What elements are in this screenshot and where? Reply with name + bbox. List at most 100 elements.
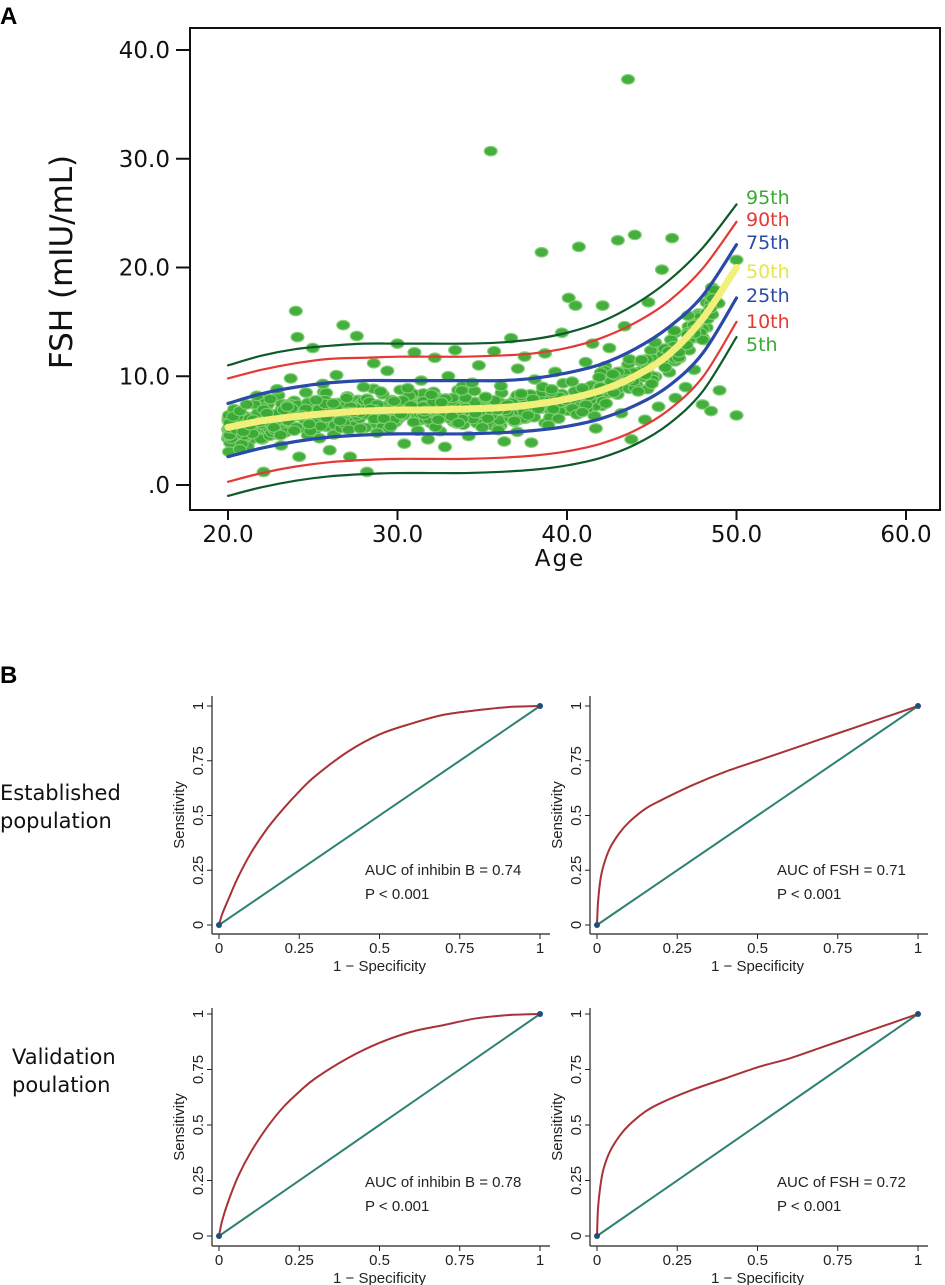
x-tick-label: 0.25 [285, 940, 314, 957]
data-point [263, 393, 278, 405]
roc-curves-panel: Established population Validation poulation… [0, 696, 928, 1285]
roc-curve [218, 1013, 541, 1237]
auc-annotation: AUC of FSH = 0.71 [777, 862, 906, 879]
y-tick-label: 1 [568, 702, 585, 710]
data-point [664, 232, 680, 244]
data-point [400, 382, 415, 394]
centile-curve-25th [226, 296, 739, 459]
y-axis-label: Sensitivity [549, 1093, 566, 1161]
x-axis-label-a: Age [535, 546, 585, 572]
x-tick-label: 1 [914, 940, 922, 957]
data-point [336, 319, 351, 331]
x-tick-label: 0.5 [747, 1252, 768, 1269]
data-point [373, 386, 388, 397]
data-point [667, 325, 682, 337]
y-tick-label: 0.25 [190, 856, 207, 885]
data-point [448, 344, 463, 356]
y-tick-label: 1 [190, 702, 207, 710]
data-point [325, 398, 341, 409]
data-point [729, 410, 744, 421]
y-tick-label: 0.5 [568, 805, 585, 826]
data-point [551, 413, 566, 425]
x-tick-label: 0.75 [823, 940, 852, 957]
y-tick-label: 0.5 [568, 1115, 585, 1136]
y-tick-label: 0 [190, 1232, 207, 1240]
auc-annotation: AUC of inhibin B = 0.74 [365, 862, 521, 879]
x-tick-label: 1 [536, 940, 544, 957]
roc-curve [218, 705, 541, 926]
centile-curve-50th [224, 264, 740, 431]
y-axis-label: Sensitivity [171, 1093, 188, 1161]
x-tick-label-a: 30.0 [372, 522, 423, 548]
data-point [339, 392, 354, 404]
x-tick-label: 0 [593, 1252, 601, 1269]
data-point [514, 388, 529, 400]
data-point [239, 399, 254, 410]
x-axis-label: 1 − Specificity [711, 1270, 804, 1285]
data-point [356, 381, 371, 393]
data-point [497, 436, 512, 447]
row-label-line: Validation [12, 1045, 116, 1069]
x-axis-label: 1 − Specificity [711, 958, 804, 975]
roc-endpoint [915, 703, 921, 709]
data-point [322, 444, 337, 456]
data-point [561, 292, 576, 304]
y-tick-label: 0 [568, 1232, 585, 1240]
y-tick-label: 1 [190, 1010, 207, 1018]
x-tick-label: 0.25 [663, 940, 692, 957]
data-point [424, 389, 439, 401]
data-point [595, 300, 610, 311]
data-point [273, 429, 288, 441]
data-point [544, 383, 559, 395]
data-point [620, 73, 636, 85]
p-value-annotation: P < 0.001 [777, 886, 841, 903]
auc-annotation: AUC of FSH = 0.72 [777, 1174, 906, 1191]
data-point [288, 305, 303, 317]
roc-endpoint [216, 1233, 222, 1239]
data-point [341, 424, 356, 436]
data-point [654, 264, 670, 276]
roc-endpoint [594, 922, 600, 928]
data-point [634, 354, 649, 366]
data-point [434, 396, 449, 408]
centile-curve-10th [226, 320, 738, 483]
data-point [678, 381, 693, 393]
y-tick-label: 0.25 [568, 1166, 585, 1195]
y-tick-label: 0.25 [568, 856, 585, 885]
centile-label-50th: 50th [746, 261, 790, 283]
centile-label-5th: 5th [746, 334, 778, 356]
p-value-annotation: P < 0.001 [365, 1198, 429, 1215]
data-point [631, 386, 646, 397]
y-tick-label-a: 40.0 [119, 38, 170, 64]
data-point [507, 415, 522, 427]
data-point [624, 433, 639, 445]
y-tick-label: 0.75 [190, 746, 207, 775]
data-point [332, 415, 347, 427]
x-tick-label: 0.25 [285, 1252, 314, 1269]
data-point [729, 254, 744, 266]
reference-diagonal [596, 1013, 919, 1237]
data-point [703, 405, 719, 417]
reference-diagonal [218, 705, 541, 926]
data-point [475, 421, 490, 433]
data-point [493, 380, 508, 392]
data-point [588, 423, 603, 434]
data-point [534, 246, 549, 258]
data-point [451, 417, 466, 429]
y-tick-label: 0 [568, 921, 585, 929]
data-point [380, 365, 395, 377]
centile-curve-90th [226, 220, 738, 380]
roc-plot: 0 0 0.25 0.25 0.5 0.5 0.75 0.75 1 1 1 − Specificit… [549, 696, 928, 975]
data-point [598, 398, 614, 409]
data-point [641, 296, 656, 308]
data-point [712, 384, 727, 396]
data-point [353, 423, 368, 434]
x-tick-label: 0 [215, 940, 223, 957]
data-point [298, 387, 314, 398]
x-tick-label-a: 50.0 [711, 522, 762, 548]
y-axis-label: Sensitivity [549, 781, 566, 849]
data-point [651, 401, 666, 413]
row-label-line: poulation [12, 1073, 110, 1097]
data-point [431, 414, 446, 426]
data-point [524, 437, 539, 448]
